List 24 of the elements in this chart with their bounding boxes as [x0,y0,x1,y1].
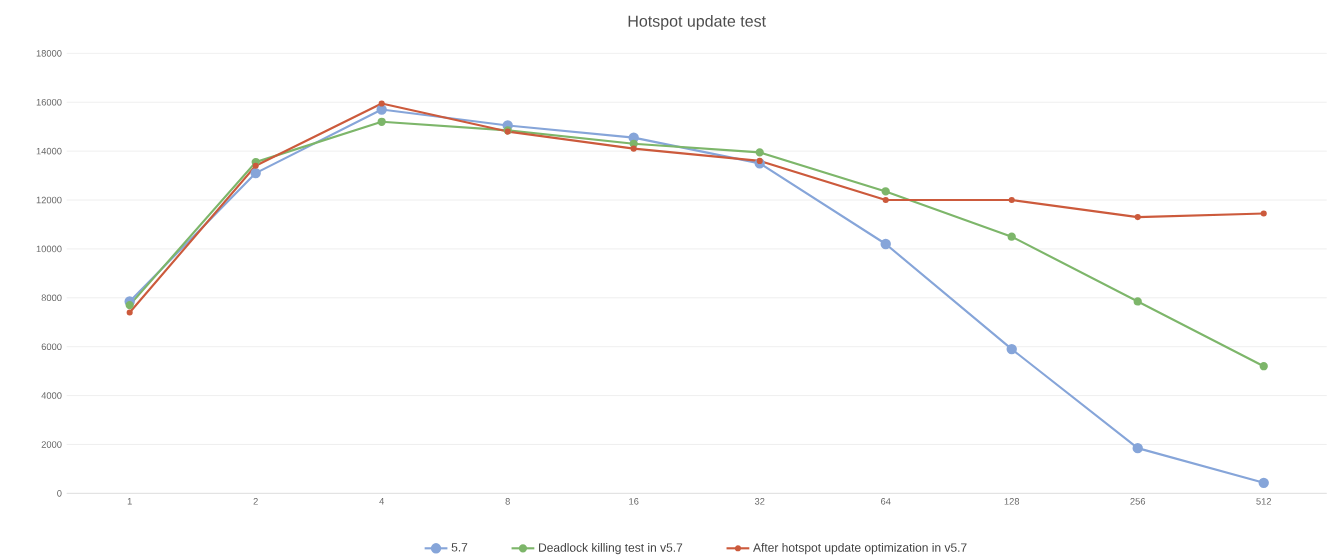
y-tick-label: 6000 [41,343,62,350]
y-tick-label: 8000 [41,294,62,302]
y-tick-label: 0 [57,490,62,497]
y-tick-label: 10000 [36,245,62,253]
y-tick-label: 14000 [36,147,62,155]
y-tick-label: 12000 [36,196,62,204]
x-tick-label: 16 [629,498,639,505]
y-tick-label: 16000 [36,98,62,106]
x-tick-label: 1 [127,498,132,505]
y-tick-label: 2000 [41,441,62,448]
x-tick-label: 512 [1256,498,1272,505]
x-tick-label: 32 [754,498,765,505]
legend-label: Deadlock killing test in v5.7 [539,542,683,555]
x-tick-label: 64 [881,498,891,505]
y-tick-label: 4000 [41,392,62,399]
x-tick-label: 4 [379,498,385,505]
chart-title: Hotspot update test [628,15,766,30]
x-tick-label: 256 [1130,498,1146,505]
legend-label: After hotspot update optimization in v5.7 [753,542,967,555]
legend-label: 5.7 [451,543,468,552]
y-tick-label: 18000 [36,50,62,57]
x-tick-label: 8 [505,498,510,505]
x-tick-label: 128 [1004,498,1020,505]
x-tick-label: 2 [253,498,258,505]
